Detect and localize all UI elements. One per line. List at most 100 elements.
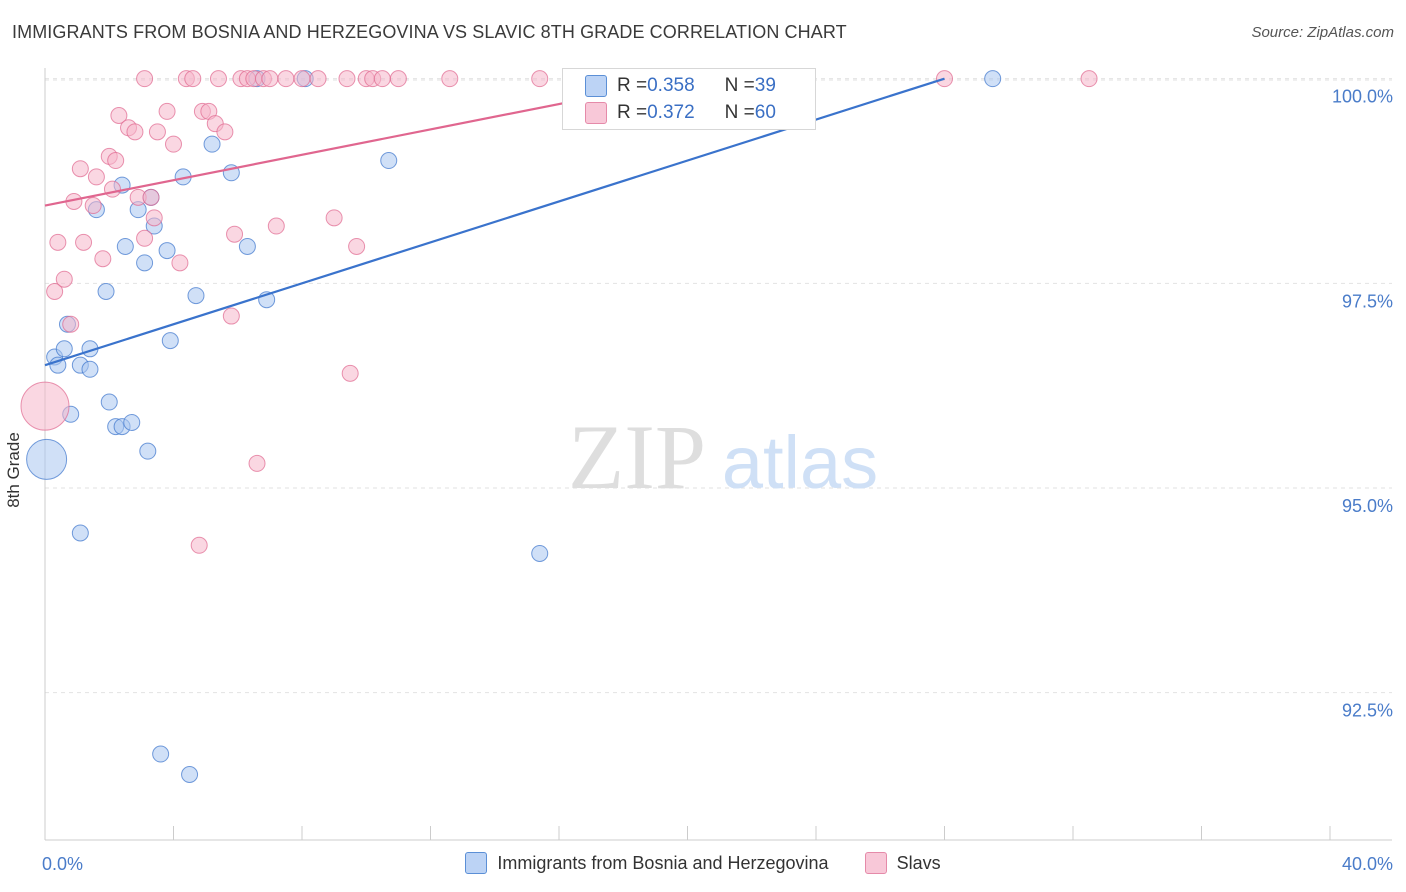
n-label: N = <box>724 75 755 96</box>
data-point <box>20 381 70 431</box>
data-point <box>123 413 141 431</box>
legend-label-slavs: Slavs <box>896 852 941 873</box>
data-point <box>380 152 398 170</box>
watermark-zip: ZIP <box>568 406 706 508</box>
data-point <box>181 766 199 784</box>
legend-swatch-pink <box>864 852 887 874</box>
data-point <box>84 197 102 215</box>
axes <box>44 68 1392 841</box>
data-point <box>49 356 67 374</box>
data-point <box>136 70 154 88</box>
data-point <box>248 454 266 472</box>
data-point <box>441 70 459 88</box>
data-point <box>1080 70 1098 88</box>
data-point <box>145 209 163 227</box>
data-point <box>103 180 121 198</box>
data-point <box>216 123 234 141</box>
chart-title: IMMIGRANTS FROM BOSNIA AND HERZEGOVINA V… <box>12 22 847 42</box>
x-tick-label: 40.0% <box>1342 854 1393 874</box>
r-value: 0.372 <box>647 102 695 123</box>
data-point <box>184 70 202 88</box>
data-point <box>161 332 179 350</box>
r-label: R = <box>617 102 648 123</box>
data-point <box>75 233 93 251</box>
data-point <box>49 233 67 251</box>
data-point <box>226 225 244 243</box>
legend-item-slavs[interactable]: Slavs <box>864 852 941 874</box>
data-point <box>71 160 89 178</box>
data-point <box>222 307 240 325</box>
data-point <box>71 524 89 542</box>
data-point <box>531 544 549 562</box>
data-point <box>152 745 170 763</box>
data-point <box>100 393 118 411</box>
data-point <box>136 229 154 247</box>
data-point <box>158 102 176 120</box>
y-tick-label: 97.5% <box>1342 291 1393 311</box>
r-value: 0.358 <box>647 75 695 96</box>
legend-row-bosnia: R = 0.358 N = 39 <box>585 75 776 97</box>
legend-item-bosnia[interactable]: Immigrants from Bosnia and Herzegovina <box>465 852 829 874</box>
legend-label-bosnia: Immigrants from Bosnia and Herzegovina <box>497 852 829 873</box>
legend-swatch-blue <box>585 75 607 97</box>
legend-swatch-blue <box>465 852 488 874</box>
data-point <box>238 237 256 255</box>
y-tick-label: 95.0% <box>1342 496 1393 516</box>
data-point <box>187 287 205 305</box>
data-point <box>110 106 128 124</box>
legend-swatch-pink <box>585 102 607 124</box>
data-point <box>190 536 208 554</box>
data-point <box>46 283 64 301</box>
data-point <box>97 283 115 301</box>
data-point <box>55 340 73 358</box>
data-point <box>126 123 144 141</box>
data-point <box>293 70 311 88</box>
data-point <box>338 70 356 88</box>
r-label: R = <box>617 75 648 96</box>
data-point <box>165 135 182 153</box>
n-value: 39 <box>754 75 776 96</box>
data-point <box>261 70 279 88</box>
data-point <box>171 254 189 272</box>
y-tick-label: 92.5% <box>1342 701 1393 721</box>
data-point <box>26 438 68 480</box>
data-point <box>158 242 176 260</box>
data-point <box>139 442 157 460</box>
data-point <box>62 315 80 333</box>
n-label: N = <box>724 102 755 123</box>
data-point <box>348 237 366 255</box>
data-point <box>136 254 154 272</box>
data-point <box>325 209 343 227</box>
y-tick-label: 100.0% <box>1332 87 1393 107</box>
watermark-atlas: atlas <box>722 421 878 504</box>
correlation-legend: R = 0.358 N = 39 R = 0.372 N = 60 <box>562 68 816 130</box>
data-point <box>277 70 295 88</box>
series-legend: Immigrants from Bosnia and Herzegovina S… <box>0 852 1406 874</box>
series-slavs-points <box>20 70 1098 554</box>
y-axis-label: 8th Grade <box>4 432 23 508</box>
data-point <box>87 168 105 186</box>
data-point <box>341 364 359 382</box>
data-point <box>94 250 112 268</box>
data-point <box>148 123 166 141</box>
data-point <box>209 70 227 88</box>
data-point <box>389 70 407 88</box>
tick-labels: 92.5% 95.0% 97.5% 100.0% 0.0% 40.0% <box>42 87 1393 874</box>
data-point <box>309 70 327 88</box>
data-point <box>55 270 73 288</box>
n-value: 60 <box>754 102 776 123</box>
legend-row-slavs: R = 0.372 N = 60 <box>585 102 776 124</box>
source-credit: Source: ZipAtlas.com <box>1251 24 1394 41</box>
data-point <box>267 217 285 235</box>
data-point <box>373 70 391 88</box>
grid-lines <box>45 78 1392 694</box>
data-point <box>203 135 221 153</box>
data-point <box>107 152 125 170</box>
data-point <box>142 188 160 206</box>
data-point <box>984 70 1002 88</box>
data-point <box>81 360 99 378</box>
x-tick-label: 0.0% <box>42 854 83 874</box>
zipatlas-watermark: ZIP atlas <box>568 406 878 508</box>
data-point <box>116 237 134 255</box>
